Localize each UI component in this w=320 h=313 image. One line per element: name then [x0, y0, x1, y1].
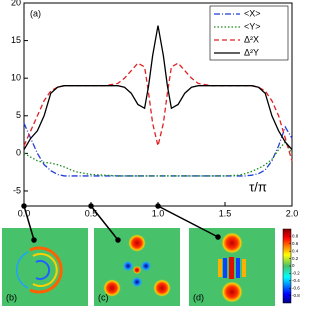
x-tick-label: 0.0 [18, 208, 31, 218]
legend-label: <X> [244, 8, 261, 18]
panel-label: (c) [98, 292, 109, 302]
series-line [23, 140, 293, 177]
colorbar-tick-label: 0.4 [292, 248, 299, 253]
legend-label: <Y> [244, 21, 261, 31]
legend-label: Δ²Y [244, 47, 259, 57]
legend-box [209, 5, 289, 61]
panel-b-image [2, 228, 88, 306]
panel-connectors [21, 203, 221, 243]
series-line [23, 123, 293, 177]
y-tick-label: 0 [16, 148, 21, 158]
panel-d-image [189, 228, 275, 306]
x-tick-label: 1.5 [219, 208, 232, 218]
colorbar-tick-label: 0.6 [292, 241, 299, 246]
panel-label: (a) [30, 8, 41, 18]
y-tick-label: 10 [11, 73, 21, 83]
series-line [23, 25, 293, 151]
panel-label: (d) [193, 292, 204, 302]
panel-c-image [94, 228, 180, 306]
colorbar-tick-label: 0 [292, 263, 295, 268]
figure: (a) τ/π -5 0 5 10 15 20 0.0 0.5 1.0 1.5 2.0 <X> <Y> Δ… [2, 0, 300, 306]
y-tick-label: 20 [11, 0, 21, 7]
colorbar-tick-label: 0.2 [292, 256, 299, 261]
x-axis-label: τ/π [249, 179, 267, 194]
colorbar-tick-label: -0.2 [292, 271, 300, 276]
series-line [23, 62, 293, 162]
panel-label: (b) [6, 292, 17, 302]
colorbar-tick-label: -0.8 [292, 293, 300, 298]
colorbar-tick-label: 0.8 [292, 234, 299, 239]
x-tick-label: 2.0 [286, 208, 299, 218]
x-tick-label: 1.0 [152, 208, 165, 218]
legend-label: Δ²X [244, 34, 259, 44]
colorbar-tick-label: -0.6 [292, 285, 300, 290]
y-tick-label: -5 [13, 185, 21, 195]
y-tick-label: 15 [11, 35, 21, 45]
x-tick-label: 0.5 [85, 208, 98, 218]
y-tick-label: 5 [16, 110, 21, 120]
colorbar-tick-label: -0.4 [292, 278, 300, 283]
